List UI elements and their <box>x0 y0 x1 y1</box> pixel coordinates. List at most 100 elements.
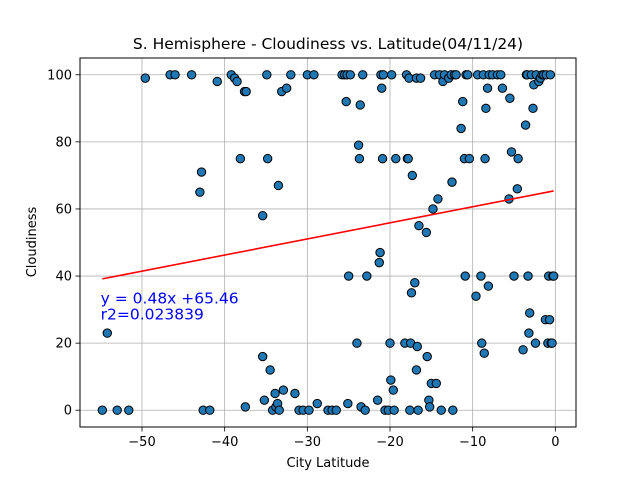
data-point <box>386 70 397 80</box>
data-points <box>97 70 559 415</box>
data-point <box>140 73 151 83</box>
data-point <box>378 70 389 80</box>
data-point <box>257 351 268 362</box>
data-point <box>513 153 523 164</box>
data-point <box>331 405 341 415</box>
data-point <box>506 147 517 157</box>
data-point <box>456 123 466 134</box>
data-point <box>377 153 388 164</box>
data-point <box>205 405 215 415</box>
data-point <box>312 398 322 409</box>
data-point <box>528 103 538 114</box>
data-point <box>525 308 535 318</box>
data-point <box>270 388 280 399</box>
data-point <box>545 70 556 80</box>
regression-layer <box>102 190 554 280</box>
y-tick-label: 40 <box>55 270 72 285</box>
data-point <box>352 338 362 348</box>
data-point <box>345 70 356 80</box>
x-axis-label: City Latitude <box>286 456 369 471</box>
data-point <box>431 378 441 389</box>
data-point <box>482 83 493 93</box>
data-point <box>232 76 242 87</box>
x-tick-label: −30 <box>294 435 321 450</box>
data-point <box>411 365 422 375</box>
data-point <box>410 278 420 288</box>
data-point <box>273 180 284 191</box>
data-point <box>385 338 395 348</box>
data-point <box>374 257 384 268</box>
chart-title: S. Hemisphere - Cloudiness vs. Latitude(… <box>133 35 523 53</box>
data-point <box>97 405 108 415</box>
x-tick-label: 0 <box>551 435 559 450</box>
y-tick-label: 80 <box>55 135 72 150</box>
data-point <box>360 405 370 415</box>
data-point <box>481 103 491 114</box>
y-tick-label: 60 <box>55 202 72 217</box>
y-axis-label: Cloudiness <box>25 207 40 278</box>
data-point <box>353 140 364 150</box>
data-point <box>407 170 418 181</box>
data-point <box>463 70 473 80</box>
data-point <box>415 73 426 83</box>
data-point <box>448 405 458 415</box>
data-point <box>309 70 319 80</box>
data-point <box>304 405 314 415</box>
data-point <box>477 338 487 348</box>
data-point <box>354 153 365 164</box>
annotation-line: y = 0.48x +65.46 <box>101 290 239 308</box>
data-point <box>290 388 300 399</box>
x-tick-label: −50 <box>128 435 155 450</box>
data-point <box>257 210 268 221</box>
data-point <box>112 405 122 415</box>
data-point <box>259 395 270 405</box>
data-point <box>505 93 515 103</box>
x-tick-label: −40 <box>211 435 238 450</box>
data-point <box>523 271 533 281</box>
data-point <box>274 405 284 415</box>
data-point <box>212 76 222 87</box>
data-point <box>518 345 528 355</box>
data-point <box>544 314 555 325</box>
data-point <box>355 100 365 110</box>
annotation-line: r2=0.023839 <box>101 306 204 324</box>
data-point <box>102 328 112 338</box>
data-point <box>343 398 353 409</box>
data-point <box>414 221 424 231</box>
y-tick-label: 0 <box>64 404 72 419</box>
data-point <box>240 402 251 412</box>
plot-frame <box>79 57 577 428</box>
data-point <box>476 271 486 281</box>
data-point <box>286 70 296 80</box>
data-point <box>547 338 557 348</box>
data-point <box>265 365 275 375</box>
data-point <box>480 153 490 164</box>
data-point <box>124 405 134 415</box>
data-point <box>262 70 272 80</box>
data-point <box>447 177 457 187</box>
data-point <box>421 227 432 238</box>
data-point <box>170 70 180 80</box>
data-point <box>483 281 494 291</box>
data-point <box>460 271 470 281</box>
regression-line <box>102 190 554 280</box>
data-point <box>403 153 413 164</box>
data-point <box>520 120 531 130</box>
data-point <box>451 70 461 80</box>
data-point <box>413 405 423 415</box>
data-point <box>424 402 435 412</box>
data-point <box>341 96 351 107</box>
data-point <box>278 385 289 395</box>
data-point <box>195 187 205 197</box>
data-point <box>406 288 417 298</box>
data-point <box>235 153 246 164</box>
data-point <box>388 385 399 395</box>
data-point <box>422 351 432 362</box>
data-point <box>428 204 438 214</box>
data-point <box>471 291 481 301</box>
data-point <box>343 271 354 281</box>
data-point <box>391 153 401 164</box>
data-point <box>281 83 292 93</box>
